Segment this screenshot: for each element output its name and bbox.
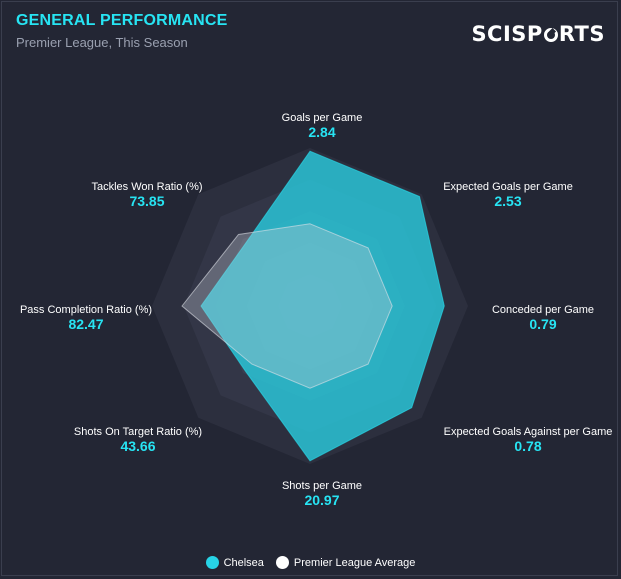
chart-subtitle: Premier League, This Season bbox=[16, 35, 188, 50]
axis-label-pass-completion-ratio: Pass Completion Ratio (%) bbox=[20, 304, 152, 316]
chart-title: GENERAL PERFORMANCE bbox=[16, 12, 228, 29]
axis-label-goals-per-game: Goals per Game bbox=[282, 112, 363, 124]
axis-value-expected-goals-per-game: 2.53 bbox=[494, 193, 521, 209]
axis-value-goals-per-game: 2.84 bbox=[308, 124, 335, 140]
axis-value-pass-completion-ratio: 82.47 bbox=[68, 316, 103, 332]
axis-label-shots-per-game: Shots per Game bbox=[282, 480, 362, 492]
axis-value-shots-per-game: 20.97 bbox=[304, 492, 339, 508]
legend-label-league-average: Premier League Average bbox=[293, 556, 416, 569]
series-premier-league-average[interactable] bbox=[181, 223, 393, 389]
radar-series bbox=[181, 150, 445, 462]
axis-label-expected-goals-against-per-game: Expected Goals Against per Game bbox=[444, 426, 613, 438]
axis-label-shots-on-target-ratio: Shots On Target Ratio (%) bbox=[74, 426, 202, 438]
brand-logo: SCISP RTS bbox=[471, 22, 605, 46]
legend-dot-league-average bbox=[275, 556, 289, 569]
legend-label-chelsea: Chelsea bbox=[223, 556, 264, 569]
axis-value-tackles-won-ratio: 73.85 bbox=[129, 193, 164, 209]
axis-label-tackles-won-ratio: Tackles Won Ratio (%) bbox=[91, 181, 202, 193]
series-chelsea[interactable] bbox=[200, 150, 445, 462]
legend-item-league-average[interactable]: Premier League Average bbox=[275, 556, 416, 569]
axis-value-conceded-per-game: 0.79 bbox=[529, 316, 556, 332]
axis-label-expected-goals-per-game: Expected Goals per Game bbox=[443, 181, 573, 193]
legend: Chelsea Premier League Average bbox=[0, 556, 621, 569]
legend-dot-chelsea bbox=[205, 556, 219, 569]
legend-item-chelsea[interactable]: Chelsea bbox=[205, 556, 264, 569]
axis-value-shots-on-target-ratio: 43.66 bbox=[120, 438, 155, 454]
axis-value-expected-goals-against-per-game: 0.78 bbox=[514, 438, 541, 454]
axis-label-conceded-per-game: Conceded per Game bbox=[492, 304, 594, 316]
logo-o-icon bbox=[543, 28, 558, 42]
